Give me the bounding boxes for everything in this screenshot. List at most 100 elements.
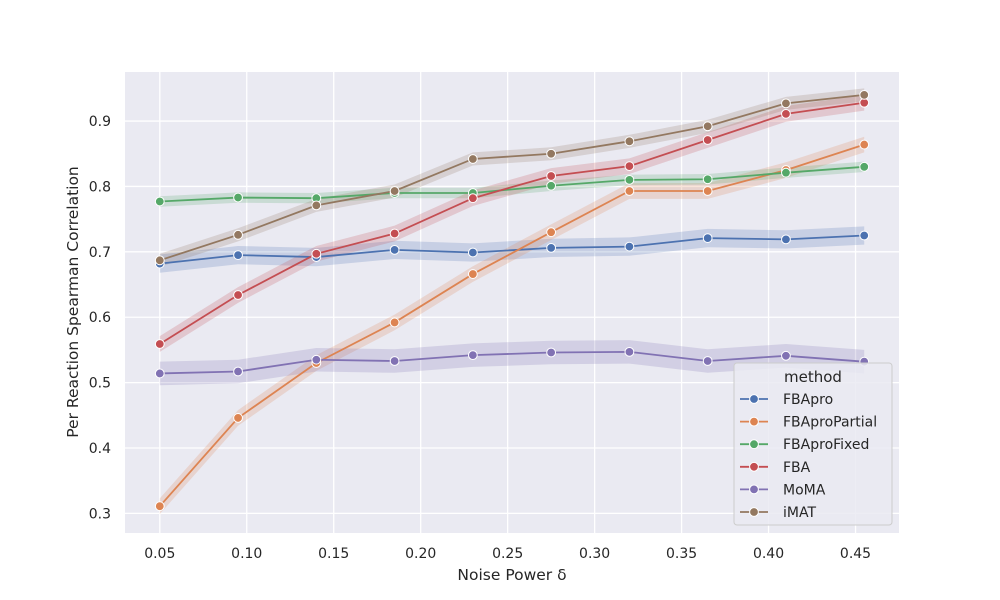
y-tick-label: 0.8: [89, 179, 111, 195]
data-point-fbapro: [702, 233, 713, 243]
data-point-fba: [233, 290, 243, 300]
series-line-moma: [159, 350, 865, 375]
legend-swatch-marker: [749, 416, 759, 427]
x-axis-title: Noise Power δ: [457, 566, 566, 584]
legend-label: FBAproFixed: [783, 437, 869, 453]
legend-swatch-marker: [749, 507, 759, 517]
y-tick-label: 0.3: [89, 506, 111, 522]
data-point-fba: [624, 161, 635, 172]
data-point-moma: [389, 356, 400, 366]
legend-label: iMAT: [783, 505, 816, 521]
x-tick-label: 0.35: [666, 546, 697, 562]
legend-item-fbapro: FBApro: [740, 392, 833, 408]
ci-band-fbaprofixed: [159, 161, 865, 207]
data-point-fbapropartial: [859, 139, 870, 150]
y-axis-title: Per Reaction Spearman Correlation: [64, 166, 82, 438]
data-point-imat: [624, 136, 635, 147]
legend-swatch-marker: [749, 439, 759, 450]
data-point-fbaprofixed: [781, 167, 791, 178]
legend-item-moma: MoMA: [740, 482, 826, 498]
data-point-fbapropartial: [389, 317, 400, 328]
x-tick-label: 0.45: [840, 546, 871, 562]
data-point-fbapro: [467, 247, 478, 258]
data-point-moma: [311, 354, 322, 365]
data-point-fba: [546, 171, 557, 181]
series-line-fba: [159, 101, 865, 345]
data-point-fba: [467, 193, 478, 204]
data-point-imat: [467, 154, 478, 164]
ci-band-fbapropartial: [159, 136, 865, 515]
y-tick-label: 0.6: [89, 310, 111, 326]
data-point-fbapropartial: [154, 501, 165, 512]
data-point-fbaprofixed: [624, 174, 635, 185]
data-point-moma: [702, 356, 713, 366]
x-tick-label: 0.10: [231, 546, 262, 562]
legend-label: FBApro: [783, 392, 833, 408]
data-point-fbapropartial: [624, 186, 635, 196]
data-point-fbapro: [624, 241, 635, 252]
x-tick-labels: 0.05 0.10 0.15 0.20 0.25 0.30 0.35 0.40 0.45: [144, 546, 871, 562]
x-tick-label: 0.05: [144, 546, 175, 562]
data-point-fbapro: [781, 234, 791, 245]
y-tick-label: 0.7: [89, 245, 111, 261]
data-point-fba: [389, 228, 400, 239]
y-tick-label: 0.9: [89, 114, 111, 130]
legend-swatch-marker: [749, 461, 759, 472]
data-point-moma: [781, 350, 791, 361]
legend-item-fba: FBA: [740, 460, 811, 476]
data-point-fbaprofixed: [233, 192, 243, 203]
data-point-fbapro: [233, 250, 243, 260]
ci-band-moma: [159, 340, 865, 386]
data-point-imat: [859, 89, 870, 100]
series-line-imat: [159, 93, 865, 262]
series-line-fbapro: [159, 234, 865, 265]
legend-label: FBA: [783, 460, 811, 476]
ci-band-imat: [159, 88, 865, 267]
y-tick-labels: 0.3 0.4 0.5 0.6 0.7 0.8 0.9: [89, 114, 111, 522]
data-point-imat: [546, 148, 557, 159]
confidence-bands: [159, 88, 865, 515]
legend-swatch-marker: [749, 394, 759, 404]
data-point-imat: [311, 200, 322, 211]
legend-item-imat: iMAT: [740, 505, 816, 521]
data-point-imat: [154, 255, 165, 266]
legend-item-fbaprofixed: FBAproFixed: [740, 437, 869, 453]
legend-item-fbapropartial: FBAproPartial: [740, 415, 877, 431]
legend-title: method: [784, 368, 842, 386]
data-point-moma: [154, 368, 165, 379]
data-point-fba: [154, 339, 165, 349]
y-tick-label: 0.5: [89, 376, 111, 392]
data-point-fba: [702, 135, 713, 145]
legend-box: [733, 362, 893, 526]
data-point-fbapropartial: [702, 186, 713, 196]
series-line-fbapropartial: [159, 143, 865, 507]
data-point-fbapro: [859, 230, 870, 241]
data-point-fbapro: [546, 242, 557, 253]
ci-band-fba: [159, 94, 865, 352]
data-point-fbaprofixed: [859, 161, 870, 172]
x-tick-label: 0.20: [405, 546, 436, 562]
data-point-moma: [546, 347, 557, 358]
legend-label: FBAproPartial: [783, 415, 877, 431]
x-tick-label: 0.15: [318, 546, 349, 562]
series-line-fbaprofixed: [159, 165, 865, 203]
x-tick-label: 0.30: [579, 546, 610, 562]
data-point-fbaprofixed: [546, 180, 557, 191]
legend-swatch-marker: [749, 484, 759, 495]
data-point-moma: [233, 366, 243, 377]
legend: method FBApro FBAproPartial FBAproFixed FBA…: [733, 362, 893, 526]
data-point-imat: [781, 98, 791, 109]
data-point-fba: [781, 108, 791, 119]
data-point-imat: [702, 121, 713, 132]
data-point-fbaprofixed: [154, 196, 165, 207]
data-point-imat: [233, 229, 243, 240]
data-point-fbapropartial: [546, 227, 557, 238]
data-point-fba: [311, 248, 322, 259]
data-point-fbaprofixed: [702, 174, 713, 185]
series-lines: [159, 93, 865, 507]
y-tick-label: 0.4: [89, 441, 111, 457]
data-point-moma: [624, 346, 635, 357]
data-point-fbapropartial: [233, 413, 243, 423]
x-tick-label: 0.25: [492, 546, 523, 562]
